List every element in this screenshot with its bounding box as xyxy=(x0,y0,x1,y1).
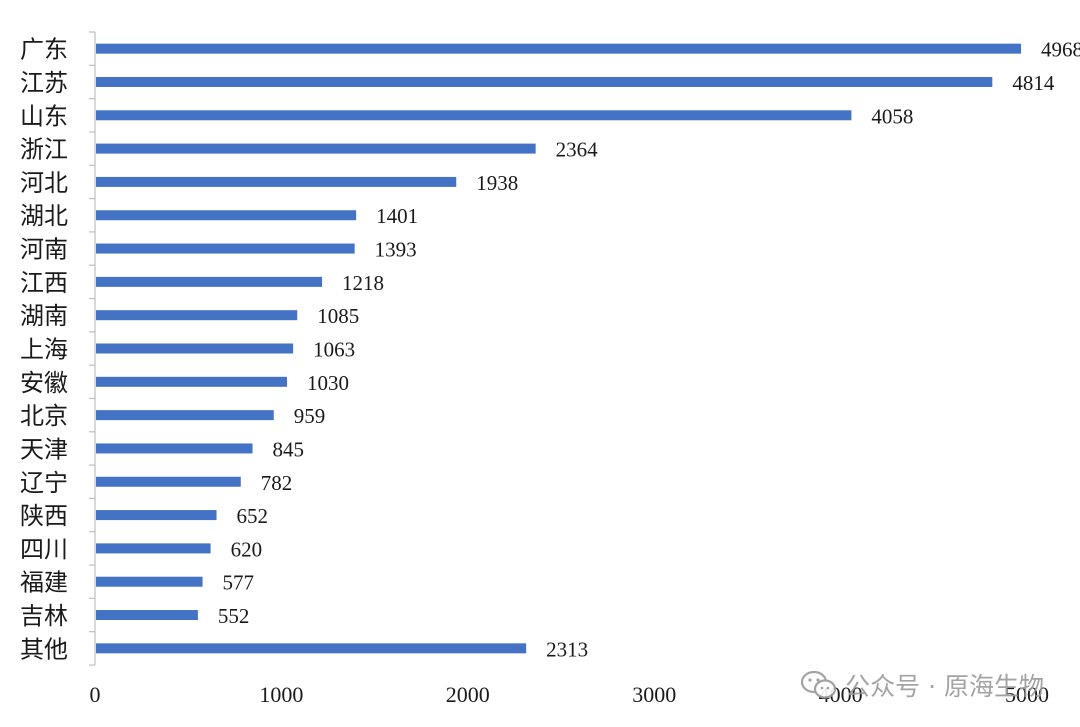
data-label: 959 xyxy=(294,404,326,428)
data-label: 4814 xyxy=(1012,71,1055,95)
data-label: 552 xyxy=(218,604,250,628)
data-label: 1030 xyxy=(307,371,349,395)
data-label: 1393 xyxy=(375,238,417,262)
bar xyxy=(96,643,527,654)
category-label: 河南 xyxy=(20,236,68,264)
bar xyxy=(96,343,294,354)
category-label: 陕西 xyxy=(20,502,68,530)
bar xyxy=(96,576,203,587)
category-label: 上海 xyxy=(20,336,68,364)
category-label: 河北 xyxy=(20,169,68,197)
category-label: 江西 xyxy=(20,269,68,297)
category-label: 湖北 xyxy=(20,202,68,230)
data-label: 1063 xyxy=(313,338,355,362)
data-label: 1938 xyxy=(476,171,518,195)
x-tick-label: 2000 xyxy=(446,682,490,707)
data-label: 845 xyxy=(273,437,305,461)
data-label: 2364 xyxy=(556,138,599,162)
bar xyxy=(96,276,323,287)
category-label: 四川 xyxy=(20,535,68,563)
bar xyxy=(96,610,198,621)
category-label: 天津 xyxy=(20,435,68,463)
bar xyxy=(96,176,457,187)
data-label: 620 xyxy=(231,537,263,561)
data-label: 1085 xyxy=(317,304,359,328)
data-label: 1401 xyxy=(376,204,418,228)
bar xyxy=(96,410,274,421)
category-label: 北京 xyxy=(20,402,68,430)
bar xyxy=(96,76,993,87)
bar-layer xyxy=(96,43,1022,654)
category-label: 山东 xyxy=(20,102,68,130)
bar xyxy=(96,543,211,554)
x-tick-label: 5000 xyxy=(1005,682,1049,707)
bar xyxy=(96,510,217,521)
category-label: 湖南 xyxy=(20,302,68,330)
data-label: 652 xyxy=(237,504,269,528)
bar xyxy=(96,376,287,387)
category-label: 吉林 xyxy=(20,602,68,630)
data-label: 2313 xyxy=(546,637,588,661)
x-tick-label: 0 xyxy=(90,682,101,707)
bar xyxy=(96,476,241,487)
bar xyxy=(96,243,355,254)
category-label: 浙江 xyxy=(20,136,68,164)
bar xyxy=(96,110,852,121)
data-label: 4968 xyxy=(1041,38,1080,62)
category-label: 安徽 xyxy=(20,369,68,397)
axis-layer xyxy=(89,31,96,666)
data-label: 782 xyxy=(261,471,293,495)
bar xyxy=(96,310,298,321)
label-layer: 0 1000 2000 3000 4000 5000 广东 4968 江苏 4814 山东 4058 浙… xyxy=(20,36,1080,707)
category-label: 辽宁 xyxy=(20,469,68,497)
bar xyxy=(96,43,1022,54)
bar xyxy=(96,143,536,154)
bar xyxy=(96,443,253,454)
category-label: 广东 xyxy=(20,36,68,64)
x-tick-label: 3000 xyxy=(632,682,676,707)
category-label: 其他 xyxy=(20,635,68,663)
bar xyxy=(96,210,357,221)
x-tick-label: 4000 xyxy=(819,682,863,707)
x-tick-label: 1000 xyxy=(259,682,303,707)
data-label: 4058 xyxy=(871,104,913,128)
category-label: 江苏 xyxy=(20,69,68,97)
data-label: 1218 xyxy=(342,271,384,295)
category-label: 福建 xyxy=(20,569,68,597)
data-label: 577 xyxy=(223,571,255,595)
